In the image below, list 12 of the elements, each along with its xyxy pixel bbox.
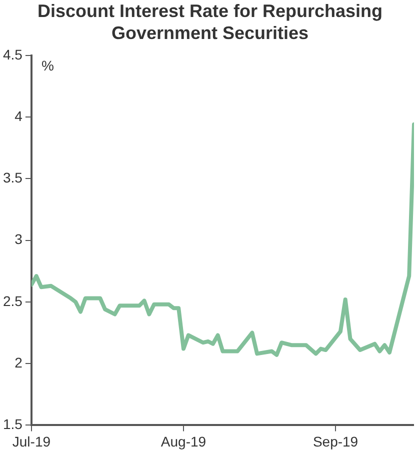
y-tick-label: 4.5 (2, 46, 23, 62)
x-tick-label: Jul-19 (12, 433, 51, 450)
x-tick-label: Aug-19 (160, 433, 206, 450)
y-tick-label: 4 (14, 108, 23, 124)
chart-title: Discount Interest Rate for Repurchasing Government Securities (36, 0, 384, 44)
y-tick-label: 1.5 (2, 416, 23, 432)
x-tick-label: Sep-19 (312, 433, 358, 450)
y-axis-title: % (41, 57, 54, 74)
y-tick-label: 3 (14, 231, 23, 248)
y-tick-label: 2.5 (2, 292, 23, 309)
y-tick-label: 2 (14, 354, 23, 370)
y-tick-label: 3.5 (2, 170, 23, 186)
